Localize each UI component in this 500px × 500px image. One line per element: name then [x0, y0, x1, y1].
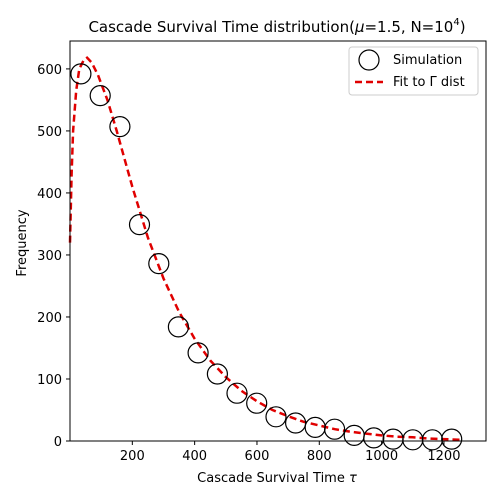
legend: Simulation Fit to Γ dist — [348, 46, 479, 96]
legend-fit-label: Fit to Γ dist — [393, 75, 465, 90]
simulation-point — [246, 392, 268, 414]
simulation-point — [285, 412, 307, 434]
y-tick-label: 400 — [37, 187, 62, 202]
plot-area — [68, 56, 463, 451]
simulation-point — [324, 418, 346, 440]
y-tick-label: 600 — [37, 63, 62, 78]
y-tick-label: 300 — [37, 249, 62, 264]
y-axis-label: Frequency — [15, 209, 30, 276]
simulation-point — [421, 429, 443, 451]
y-tick-label: 500 — [37, 125, 62, 140]
simulation-point — [343, 424, 365, 446]
x-tick-label: 200 — [120, 449, 145, 464]
y-tick-label: 0 — [54, 435, 62, 450]
fit-curve — [68, 56, 460, 442]
chart-title: Cascade Survival Time distribution(μ=1.5… — [88, 17, 465, 36]
axes: 200 400 600 800 1000 1200 0 100 200 300 400 500 600 — [37, 40, 487, 464]
simulation-point — [441, 428, 463, 450]
legend-simulation-label: Simulation — [393, 53, 462, 68]
y-tick-label: 100 — [37, 373, 62, 388]
simulation-point — [265, 406, 287, 428]
simulation-point — [89, 84, 111, 107]
x-tick-label: 400 — [182, 449, 207, 464]
simulation-point — [167, 316, 189, 338]
simulation-point — [402, 429, 424, 451]
x-tick-label: 600 — [245, 449, 270, 464]
plot-frame — [69, 40, 487, 442]
simulation-point — [382, 428, 404, 450]
x-tick-label: 800 — [307, 449, 332, 464]
x-tick-label: 1200 — [427, 449, 460, 464]
simulation-point — [70, 63, 92, 85]
x-axis-label: Cascade Survival Time τ — [197, 471, 357, 486]
y-tick-label: 200 — [37, 311, 62, 326]
simulation-point — [206, 363, 228, 385]
legend-simulation-marker — [358, 49, 380, 71]
simulation-point — [226, 382, 248, 404]
simulation-point — [363, 427, 385, 449]
simulation-point — [187, 342, 209, 364]
simulation-point — [148, 253, 170, 275]
simulation-point — [109, 115, 131, 138]
x-tick-label: 1000 — [365, 449, 398, 464]
simulation-point — [128, 214, 151, 236]
